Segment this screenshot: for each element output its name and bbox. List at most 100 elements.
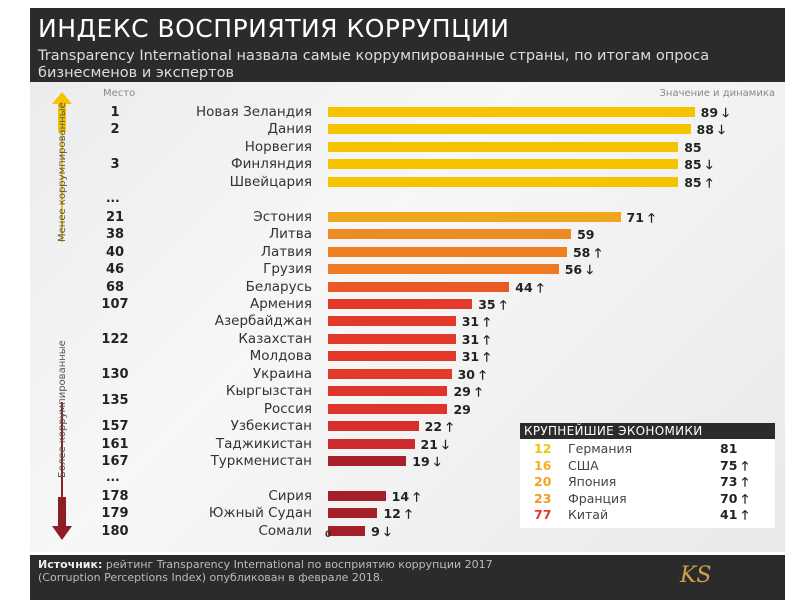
- bar-row: 2 Дания 88 🡓: [0, 121, 800, 138]
- bar-row: 3 Финляндия 85 🡓: [0, 156, 800, 173]
- rank: 135: [101, 393, 129, 409]
- trend-up-icon: 🡑: [479, 331, 490, 347]
- country-label: Сомали: [258, 522, 312, 539]
- rank: 21: [105, 209, 125, 225]
- trend-up-icon: 🡑: [479, 314, 490, 330]
- trend-up-icon: 🡑: [737, 507, 749, 522]
- bar: [328, 246, 567, 257]
- bar: [328, 333, 456, 344]
- value: 12: [383, 506, 401, 522]
- bar-row: 178 Сирия 14 🡑: [0, 488, 800, 505]
- bar-row: 21 Эстония 71 🡑: [0, 209, 800, 226]
- economy-rank: 23: [534, 490, 552, 506]
- economy-value: 73: [720, 474, 738, 489]
- value: 88: [696, 122, 714, 138]
- country-label: Эстония: [253, 208, 312, 225]
- rank: 180: [101, 523, 129, 539]
- bar-row: 46 Грузия 56 🡓: [0, 261, 800, 278]
- trend-up-icon: 🡑: [475, 366, 486, 382]
- source-text: рейтинг Transparency International по во…: [38, 558, 493, 584]
- rank: 107: [101, 296, 129, 312]
- trend-up-icon: 🡑: [442, 419, 453, 435]
- bar-row: Молдова 31 🡑: [0, 348, 800, 365]
- value-label: 30 🡑: [458, 366, 486, 383]
- axis-zero-label: 0: [325, 530, 332, 540]
- bar-row: 167 Туркменистан 19 🡓: [0, 453, 800, 470]
- value-label: 31 🡑: [462, 348, 490, 365]
- trend-up-icon: 🡑: [479, 349, 490, 365]
- value-label: 89 🡓: [701, 104, 729, 121]
- country-label: Армения: [249, 295, 312, 312]
- rank: 1: [110, 105, 120, 120]
- trend-down-icon: 🡓: [718, 105, 729, 120]
- economy-value-label: 81: [720, 441, 737, 458]
- rank: 179: [101, 506, 129, 522]
- economy-value-label: 70 🡑: [720, 491, 748, 508]
- country-label: Грузия: [263, 261, 312, 278]
- value-label: 29 🡑: [453, 383, 481, 400]
- value-label: 19 🡓: [412, 453, 440, 470]
- bar: [328, 386, 448, 397]
- bar: [328, 211, 621, 222]
- page-title: ИНДЕКС ВОСПРИЯТИЯ КОРРУПЦИИ: [38, 14, 510, 43]
- country-label: Украина: [252, 365, 312, 382]
- trend-up-icon: 🡑: [737, 457, 749, 473]
- economy-row: 12 Германия 81: [520, 441, 775, 458]
- bar-row: 107 Армения 35 🡑: [0, 296, 800, 313]
- value: 85: [684, 139, 702, 155]
- bar: [328, 159, 679, 170]
- trend-down-icon: 🡓: [429, 454, 441, 469]
- bar: [328, 508, 378, 519]
- country-label: Россия: [263, 400, 312, 417]
- economy-row: 16 США 75 🡑: [520, 458, 775, 475]
- rank: 68: [105, 279, 125, 295]
- country-label: Сирия: [268, 487, 312, 504]
- value-label: 22 🡑: [425, 418, 453, 435]
- value: 71: [626, 209, 644, 225]
- economy-row: 77 Китай 41 🡑: [520, 507, 775, 524]
- bar-row: 157 Узбекистан 22 🡑: [0, 418, 800, 435]
- country-label: Новая Зеландия: [196, 104, 312, 120]
- rank: 161: [101, 436, 129, 452]
- economy-rank: 77: [534, 507, 552, 522]
- trend-down-icon: 🡓: [437, 436, 449, 452]
- economies-title: КРУПНЕЙШИЕ ЭКОНОМИКИ: [520, 423, 775, 439]
- country-label: Молдова: [249, 348, 312, 365]
- trend-up-icon: 🡑: [400, 506, 412, 522]
- trend-down-icon: 🡓: [582, 262, 593, 278]
- ks-logo: KS: [680, 563, 712, 588]
- bar: [328, 141, 679, 152]
- value-label: 59: [577, 226, 594, 243]
- country-label: Норвегия: [244, 138, 312, 155]
- bar: [328, 298, 473, 309]
- trend-up-icon: 🡑: [409, 488, 420, 504]
- value: 21: [420, 436, 438, 452]
- bar: [328, 421, 419, 432]
- rank: 122: [101, 331, 129, 347]
- economy-value: 75: [720, 457, 738, 473]
- country-label: Финляндия: [230, 156, 312, 173]
- bar: [328, 351, 456, 362]
- trend-up-icon: 🡑: [643, 209, 655, 225]
- country-label: Узбекистан: [230, 418, 312, 435]
- economy-country: Франция: [568, 490, 627, 506]
- country-label: Азербайджан: [214, 313, 312, 330]
- bar-row: 1 Новая Зеландия 89 🡓: [0, 104, 800, 121]
- bar: [328, 456, 407, 466]
- trend-up-icon: 🡑: [737, 474, 749, 489]
- value-label: 85: [684, 139, 701, 156]
- rank: 130: [101, 366, 129, 382]
- bar: [328, 107, 695, 117]
- country-label: Латвия: [260, 243, 312, 260]
- page-subtitle: Transparency International назвала самые…: [38, 48, 710, 81]
- economy-rank: 20: [534, 474, 552, 489]
- economy-row: 20 Япония 73 🡑: [520, 474, 775, 491]
- value: 85: [684, 157, 702, 173]
- value-label: 35 🡑: [478, 296, 506, 313]
- country-label: Дания: [267, 121, 312, 138]
- economy-value: 41: [720, 507, 738, 522]
- trend-up-icon: 🡑: [737, 490, 749, 506]
- direction-arrows: [52, 92, 72, 540]
- bar-row: Норвегия 85: [0, 139, 800, 156]
- value-column-header: Значение и динамика: [659, 88, 775, 99]
